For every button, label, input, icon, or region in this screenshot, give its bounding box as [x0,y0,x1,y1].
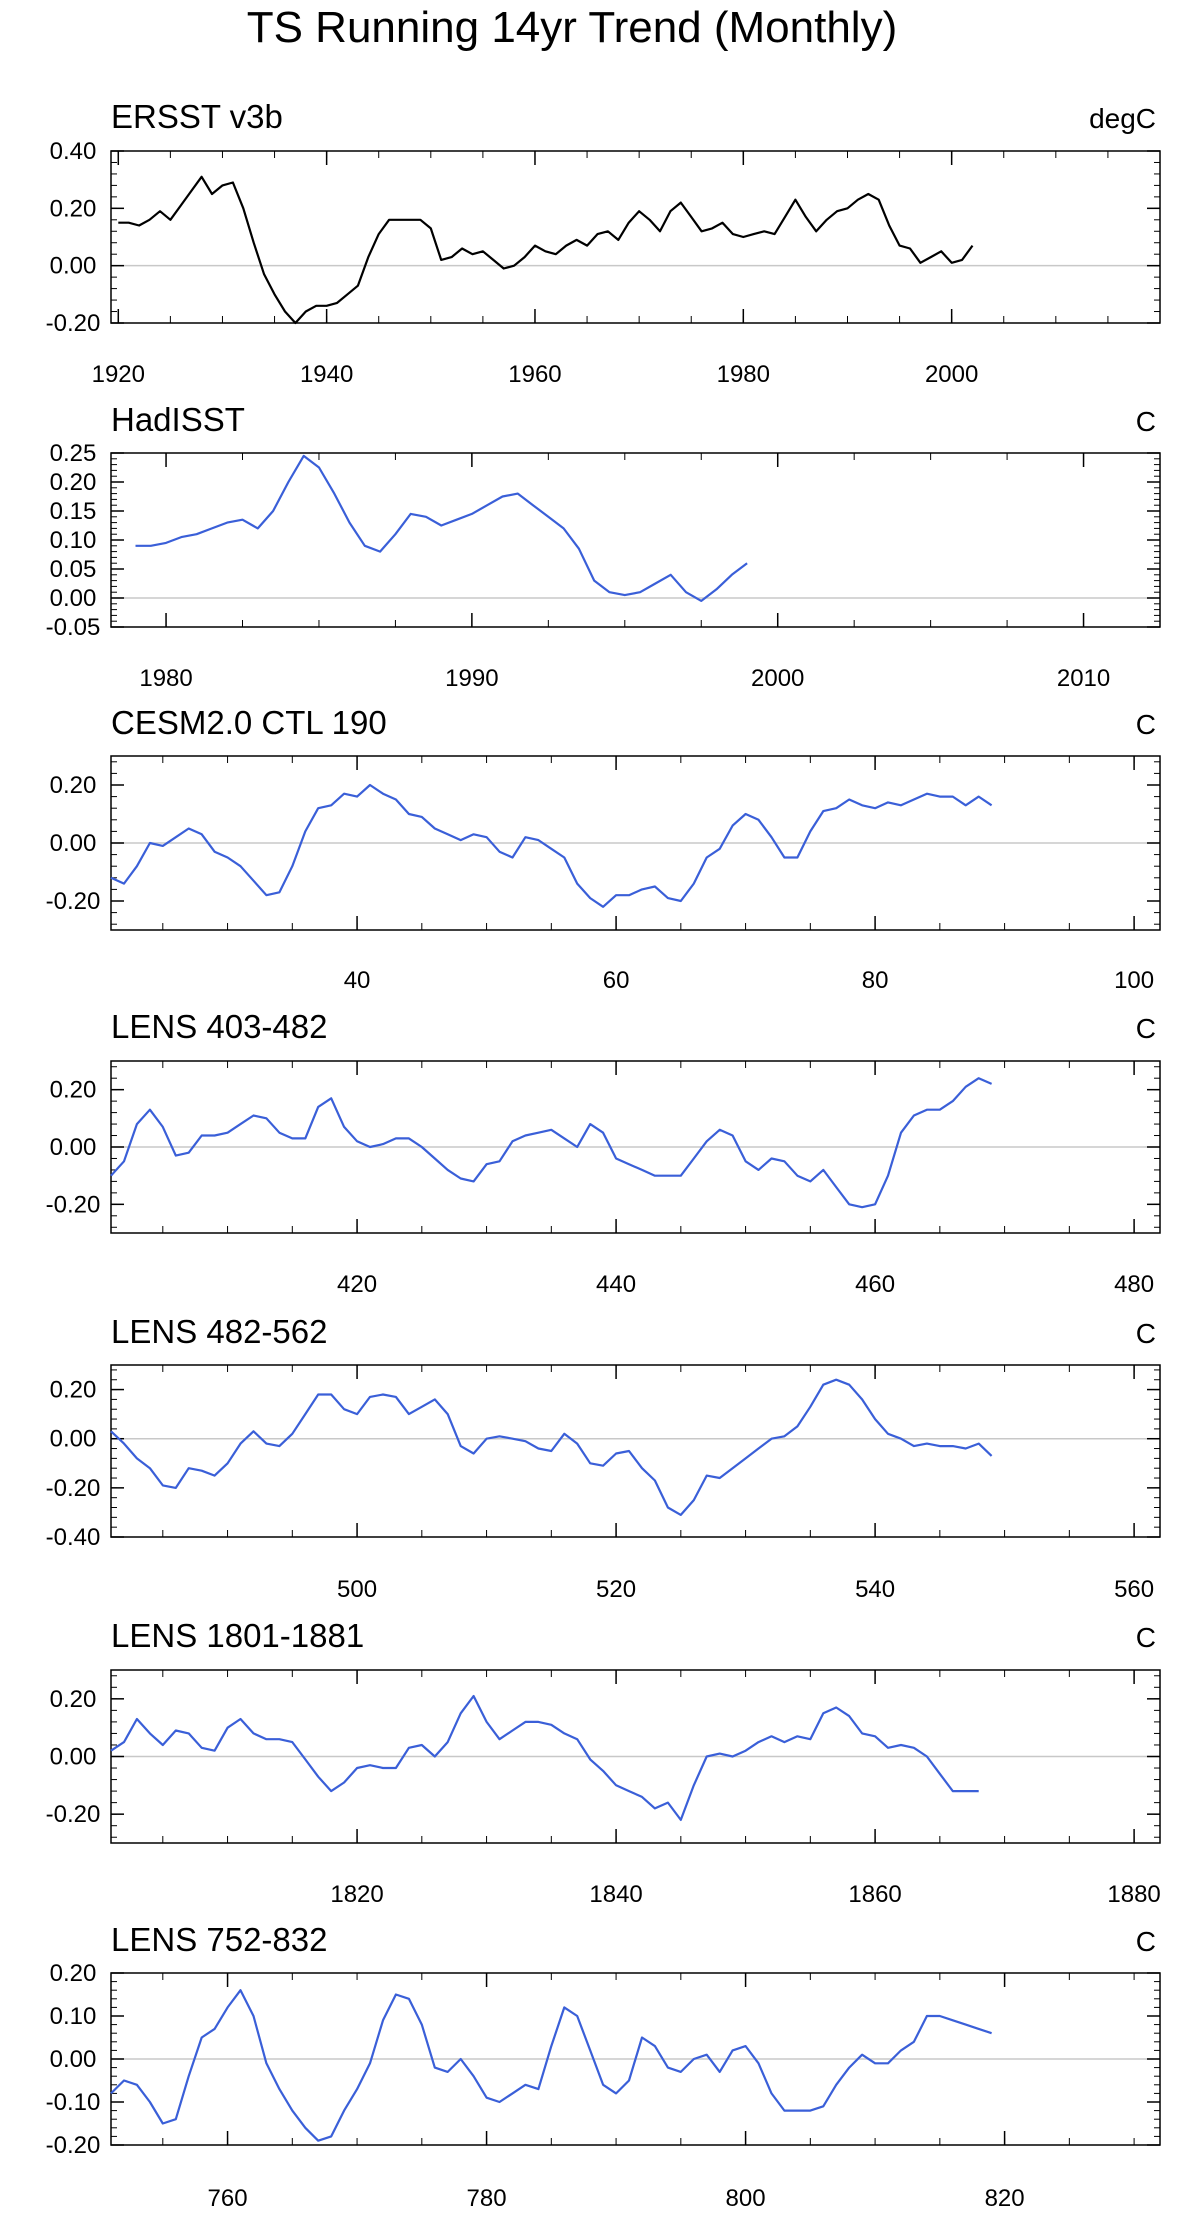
panel-units: C [1136,1013,1156,1044]
x-tick-label: 1920 [92,361,145,388]
panel-title: ERSST v3b [111,98,283,135]
chart-panel: 1920 1940 1960 1980 2000 -0.20 0.00 0.20 0.40 ERS… [46,98,1161,388]
y-tick-label: 0.00 [50,2046,97,2073]
x-tick-label: 2010 [1057,665,1110,692]
y-tick-label: -0.20 [46,1191,101,1218]
figure-title: TS Running 14yr Trend (Monthly) [247,3,898,52]
x-tick-label: 560 [1114,1576,1154,1603]
y-tick-label: 0.05 [50,556,97,583]
x-tick-label: 500 [337,1576,377,1603]
x-tick-label: 1980 [139,665,192,692]
y-tick-label: 0.00 [50,585,97,612]
panel-title: HadISST [111,401,245,438]
x-tick-label: 2000 [925,361,978,388]
x-tick-label: 760 [208,2185,248,2212]
series-line [135,454,748,603]
panel-title: LENS 752-832 [111,1921,327,1958]
x-tick-label: 1940 [300,361,353,388]
y-tick-label: 0.15 [50,498,97,525]
x-tick-label: 80 [862,967,889,994]
x-tick-label: 460 [855,1271,895,1298]
x-tick-label: 1990 [445,665,498,692]
y-tick-label: 0.20 [50,1686,97,1713]
panel-title: LENS 1801-1881 [111,1617,364,1654]
series-line [110,1694,979,1822]
x-tick-label: 2000 [751,665,804,692]
chart-panel: 420 440 460 480 -0.20 0.00 0.20 LENS 403-482 C [46,1008,1161,1298]
panels-container: 1920 1940 1960 1980 2000 -0.20 0.00 0.20 0.40 ERS… [46,98,1161,2212]
panel-units: C [1136,406,1156,437]
y-tick-label: -0.20 [46,1801,101,1828]
chart-panel: 760 780 800 820 -0.20 -0.10 0.00 0.10 0.20 LENS 7… [46,1921,1161,2212]
y-tick-label: -0.20 [46,310,101,337]
panel-units: C [1136,1318,1156,1349]
chart-panel: 1820 1840 1860 1880 -0.20 0.00 0.20 LENS 1801-1… [46,1617,1161,1908]
y-tick-label: -0.20 [46,1475,101,1502]
series-line [118,175,974,325]
series-line [110,1077,993,1209]
panel-title: CESM2.0 CTL 190 [111,704,387,741]
x-tick-label: 60 [603,967,630,994]
plot-frame [110,150,1161,324]
y-tick-label: 0.00 [50,1134,97,1161]
panel-units: C [1136,709,1156,740]
y-tick-label: 0.20 [50,1960,97,1987]
panel-title: LENS 482-562 [111,1313,327,1350]
plot-frame [110,452,1161,628]
y-tick-label: 0.20 [50,469,97,496]
y-tick-label: 0.20 [50,772,97,799]
x-tick-label: 1960 [508,361,561,388]
y-tick-label: 0.20 [50,1077,97,1104]
chart-panel: 1980 1990 2000 2010-0.050.000.050.100.150.2… [46,401,1161,692]
y-tick-label: 0.00 [50,830,97,857]
x-tick-label: 1980 [717,361,770,388]
chart-panel: 40 60 80 100 -0.20 0.00 0.20 CESM2.0 CTL 190 C [46,704,1161,994]
x-tick-label: 100 [1114,967,1154,994]
y-tick-label: -0.40 [46,1524,101,1551]
series-line [110,1378,993,1517]
y-tick-label: 0.10 [50,527,97,554]
x-tick-label: 800 [726,2185,766,2212]
y-tick-label: 0.00 [50,1426,97,1453]
y-tick-label: 0.40 [50,138,97,165]
x-tick-label: 1880 [1107,1881,1160,1908]
panel-title: LENS 403-482 [111,1008,327,1045]
x-tick-label: 480 [1114,1271,1154,1298]
series-line [110,783,993,908]
y-tick-label: -0.10 [46,2089,101,2116]
x-tick-label: 1840 [589,1881,642,1908]
x-tick-label: 1820 [330,1881,383,1908]
panel-units: C [1136,1926,1156,1957]
y-tick-label: -0.20 [46,2132,101,2159]
panel-units: C [1136,1622,1156,1653]
chart-panel: 500 520 540 560 -0.40 -0.20 0.00 0.20 LENS 482-5… [46,1313,1161,1603]
x-tick-label: 1860 [848,1881,901,1908]
x-tick-label: 540 [855,1576,895,1603]
x-tick-label: 40 [344,967,371,994]
x-tick-label: 520 [596,1576,636,1603]
y-tick-label: -0.20 [46,888,101,915]
y-tick-label: 0.10 [50,2003,97,2030]
plot-frame [110,1364,1161,1538]
x-tick-label: 420 [337,1271,377,1298]
x-tick-label: 820 [985,2185,1025,2212]
y-tick-label: 0.00 [50,253,97,280]
y-tick-label: -0.05 [46,614,101,641]
y-tick-label: 0.00 [50,1744,97,1771]
x-tick-label: 440 [596,1271,636,1298]
y-tick-label: 0.25 [50,440,97,467]
x-tick-label: 780 [467,2185,507,2212]
series-line [110,1989,992,2142]
panel-units: degC [1089,103,1156,134]
y-tick-label: 0.20 [50,1377,97,1404]
y-tick-label: 0.20 [50,195,97,222]
